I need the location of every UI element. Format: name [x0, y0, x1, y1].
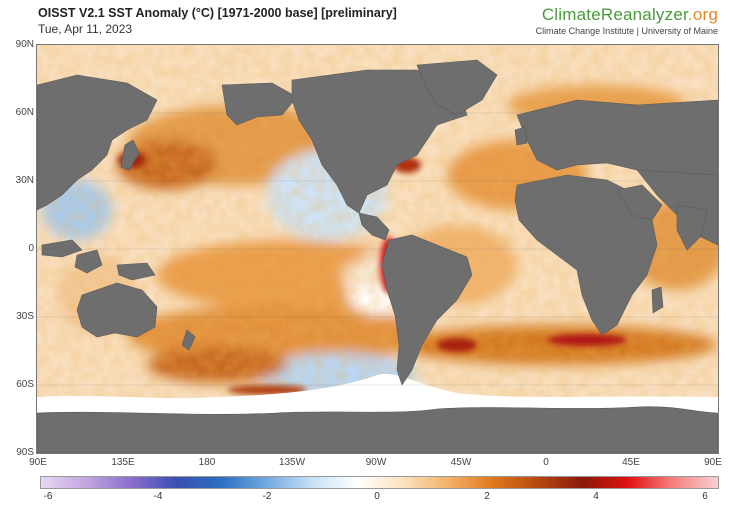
map-svg: [37, 45, 718, 453]
sst-anomaly-map[interactable]: [36, 44, 719, 454]
lon-label-180: 180: [198, 457, 216, 468]
brand-block: ClimateReanalyzer.org Climate Change Ins…: [536, 5, 718, 36]
colorbar-tick-0: 0: [374, 491, 380, 502]
lat-label-30n: 30N: [15, 175, 34, 186]
lat-label-30s: 30S: [16, 311, 34, 322]
lon-label-135w: 135W: [278, 457, 306, 468]
brand-logo-text[interactable]: ClimateReanalyzer.org: [536, 5, 718, 25]
lat-label-90n: 90N: [15, 39, 34, 50]
brand-affiliation: Climate Change Institute | University of…: [535, 26, 718, 36]
greenland: [416, 59, 498, 116]
madagascar: [651, 286, 664, 314]
lon-label-90e-right: 90E: [704, 457, 722, 468]
lat-label-60s: 60S: [16, 379, 34, 390]
lat-label-60n: 60N: [15, 107, 34, 118]
lon-label-90w: 90W: [365, 457, 387, 468]
colorbar-tick-6: 6: [702, 491, 708, 502]
map-date: Tue, Apr 11, 2023: [38, 22, 133, 36]
colorbar: [40, 476, 719, 489]
map-title: OISST V2.1 SST Anomaly (°C) [1971-2000 b…: [38, 6, 397, 20]
japan: [120, 139, 140, 171]
new-guinea: [116, 262, 156, 281]
land: [37, 59, 718, 453]
colorbar-tick-neg4: -4: [153, 491, 163, 502]
colorbar-tick-2: 2: [484, 491, 490, 502]
brand-org-suffix: .org: [687, 5, 718, 24]
colorbar-tick-neg2: -2: [262, 491, 272, 502]
antarctica: [37, 406, 718, 453]
new-zealand: [181, 329, 196, 351]
lon-label-45w: 45W: [450, 457, 472, 468]
lon-label-90e-left: 90E: [29, 457, 47, 468]
alaska: [221, 82, 298, 126]
graticule: [37, 112, 718, 386]
south-america: [381, 234, 473, 386]
brand-name: ClimateReanalyzer: [541, 5, 688, 24]
lat-label-90s: 90S: [16, 447, 34, 458]
colorbar-tick-4: 4: [593, 491, 599, 502]
asia-west: [37, 74, 158, 211]
lon-label-45e: 45E: [622, 457, 640, 468]
lon-label-135e: 135E: [111, 457, 135, 468]
colorbar-tick-neg6: -6: [43, 491, 53, 502]
uk-ireland: [514, 126, 528, 146]
lat-label-eq: 0: [28, 243, 34, 254]
borneo: [74, 249, 103, 274]
central-america: [358, 212, 390, 241]
arabia: [616, 184, 663, 221]
india: [676, 204, 708, 251]
lon-label-0: 0: [543, 457, 549, 468]
indonesia: [41, 239, 83, 258]
australia: [76, 282, 158, 338]
